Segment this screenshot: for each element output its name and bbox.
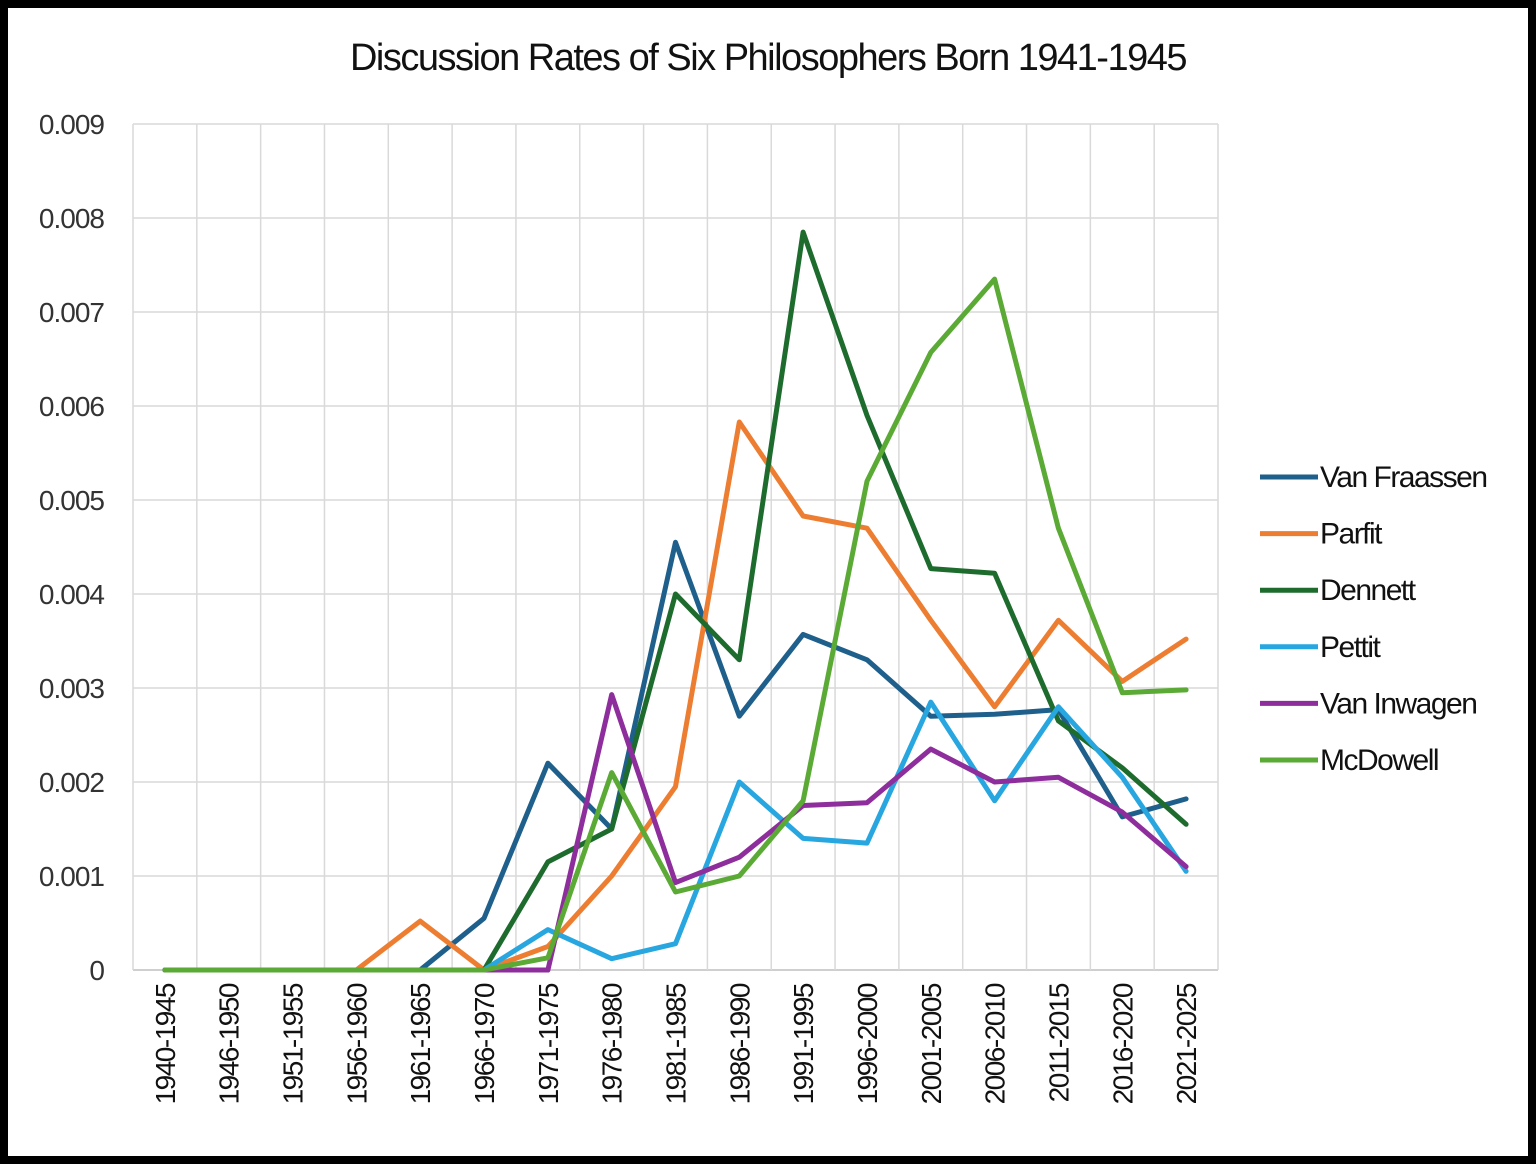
y-tick-label: 0 bbox=[89, 955, 104, 986]
x-tick-label: 2011-2015 bbox=[1043, 983, 1074, 1102]
x-tick-label: 1971-1975 bbox=[533, 983, 564, 1104]
gridlines bbox=[132, 123, 1219, 971]
x-tick-label: 2006-2010 bbox=[980, 983, 1011, 1104]
y-tick-label: 0.009 bbox=[39, 109, 104, 140]
legend-entry: Van Inwagen bbox=[1260, 687, 1478, 720]
legend-label: Van Fraassen bbox=[1320, 461, 1487, 494]
x-tick-label: 1981-1985 bbox=[661, 983, 692, 1104]
y-tick-label: 0.006 bbox=[39, 391, 104, 422]
x-tick-label: 2016-2020 bbox=[1107, 983, 1138, 1104]
x-axis-ticks: 1940-1945 1946-1950 1951-1955 1956-1960 1961… bbox=[150, 983, 1202, 1104]
x-tick-label: 1951-1955 bbox=[278, 983, 309, 1104]
x-tick-label: 2021-2025 bbox=[1171, 983, 1202, 1104]
y-tick-label: 0.001 bbox=[39, 861, 104, 892]
x-tick-label: 1940-1945 bbox=[150, 983, 181, 1104]
legend-entry: Dennett bbox=[1260, 574, 1418, 607]
chart-title: Discussion Rates of Six Philosophers Bor… bbox=[350, 37, 1186, 79]
legend-label: Dennett bbox=[1320, 574, 1417, 607]
y-tick-label: 0.004 bbox=[39, 579, 104, 610]
legend-label: McDowell bbox=[1320, 744, 1438, 777]
y-axis-ticks: 0 0.001 0.002 0.003 0.004 0.005 0.006 0.007 0.00… bbox=[39, 109, 106, 986]
x-tick-label: 1991-1995 bbox=[788, 983, 819, 1104]
legend-entry: McDowell bbox=[1260, 744, 1440, 777]
y-tick-label: 0.008 bbox=[39, 203, 104, 234]
x-tick-label: 1961-1965 bbox=[405, 983, 436, 1104]
legend-label: Parfit bbox=[1320, 518, 1383, 551]
legend-label: Pettit bbox=[1320, 631, 1382, 664]
x-tick-label: 2001-2005 bbox=[916, 983, 947, 1104]
y-tick-label: 0.002 bbox=[39, 767, 104, 798]
x-tick-label: 1966-1970 bbox=[469, 983, 500, 1104]
x-tick-label: 1986-1990 bbox=[724, 983, 755, 1104]
legend-label: Van Inwagen bbox=[1320, 687, 1476, 720]
y-tick-label: 0.003 bbox=[39, 673, 104, 704]
y-tick-label: 0.005 bbox=[39, 485, 104, 516]
legend-entry: Van Fraassen bbox=[1260, 461, 1488, 494]
legend-entry: Parfit bbox=[1260, 518, 1385, 551]
series-line-dennett bbox=[162, 229, 1189, 973]
series-line-van-fraassen bbox=[162, 539, 1189, 973]
legend-entry: Pettit bbox=[1260, 631, 1383, 664]
series-line-van-inwagen bbox=[162, 692, 1189, 973]
legend: Van Fraassen Parfit Dennett Pettit Van Inwag… bbox=[1260, 461, 1488, 777]
series-line-pettit bbox=[162, 699, 1189, 973]
x-tick-label: 1956-1960 bbox=[341, 983, 372, 1104]
x-tick-label: 1946-1950 bbox=[214, 983, 245, 1104]
chart-frame: Discussion Rates of Six Philosophers Bor… bbox=[8, 8, 1528, 1156]
series-lines bbox=[162, 229, 1189, 973]
x-tick-label: 1996-2000 bbox=[852, 983, 883, 1104]
x-tick-label: 1976-1980 bbox=[597, 983, 628, 1104]
series-line-mcdowell bbox=[162, 276, 1189, 973]
line-chart: Discussion Rates of Six Philosophers Bor… bbox=[39, 37, 1488, 1104]
y-tick-label: 0.007 bbox=[39, 297, 104, 328]
